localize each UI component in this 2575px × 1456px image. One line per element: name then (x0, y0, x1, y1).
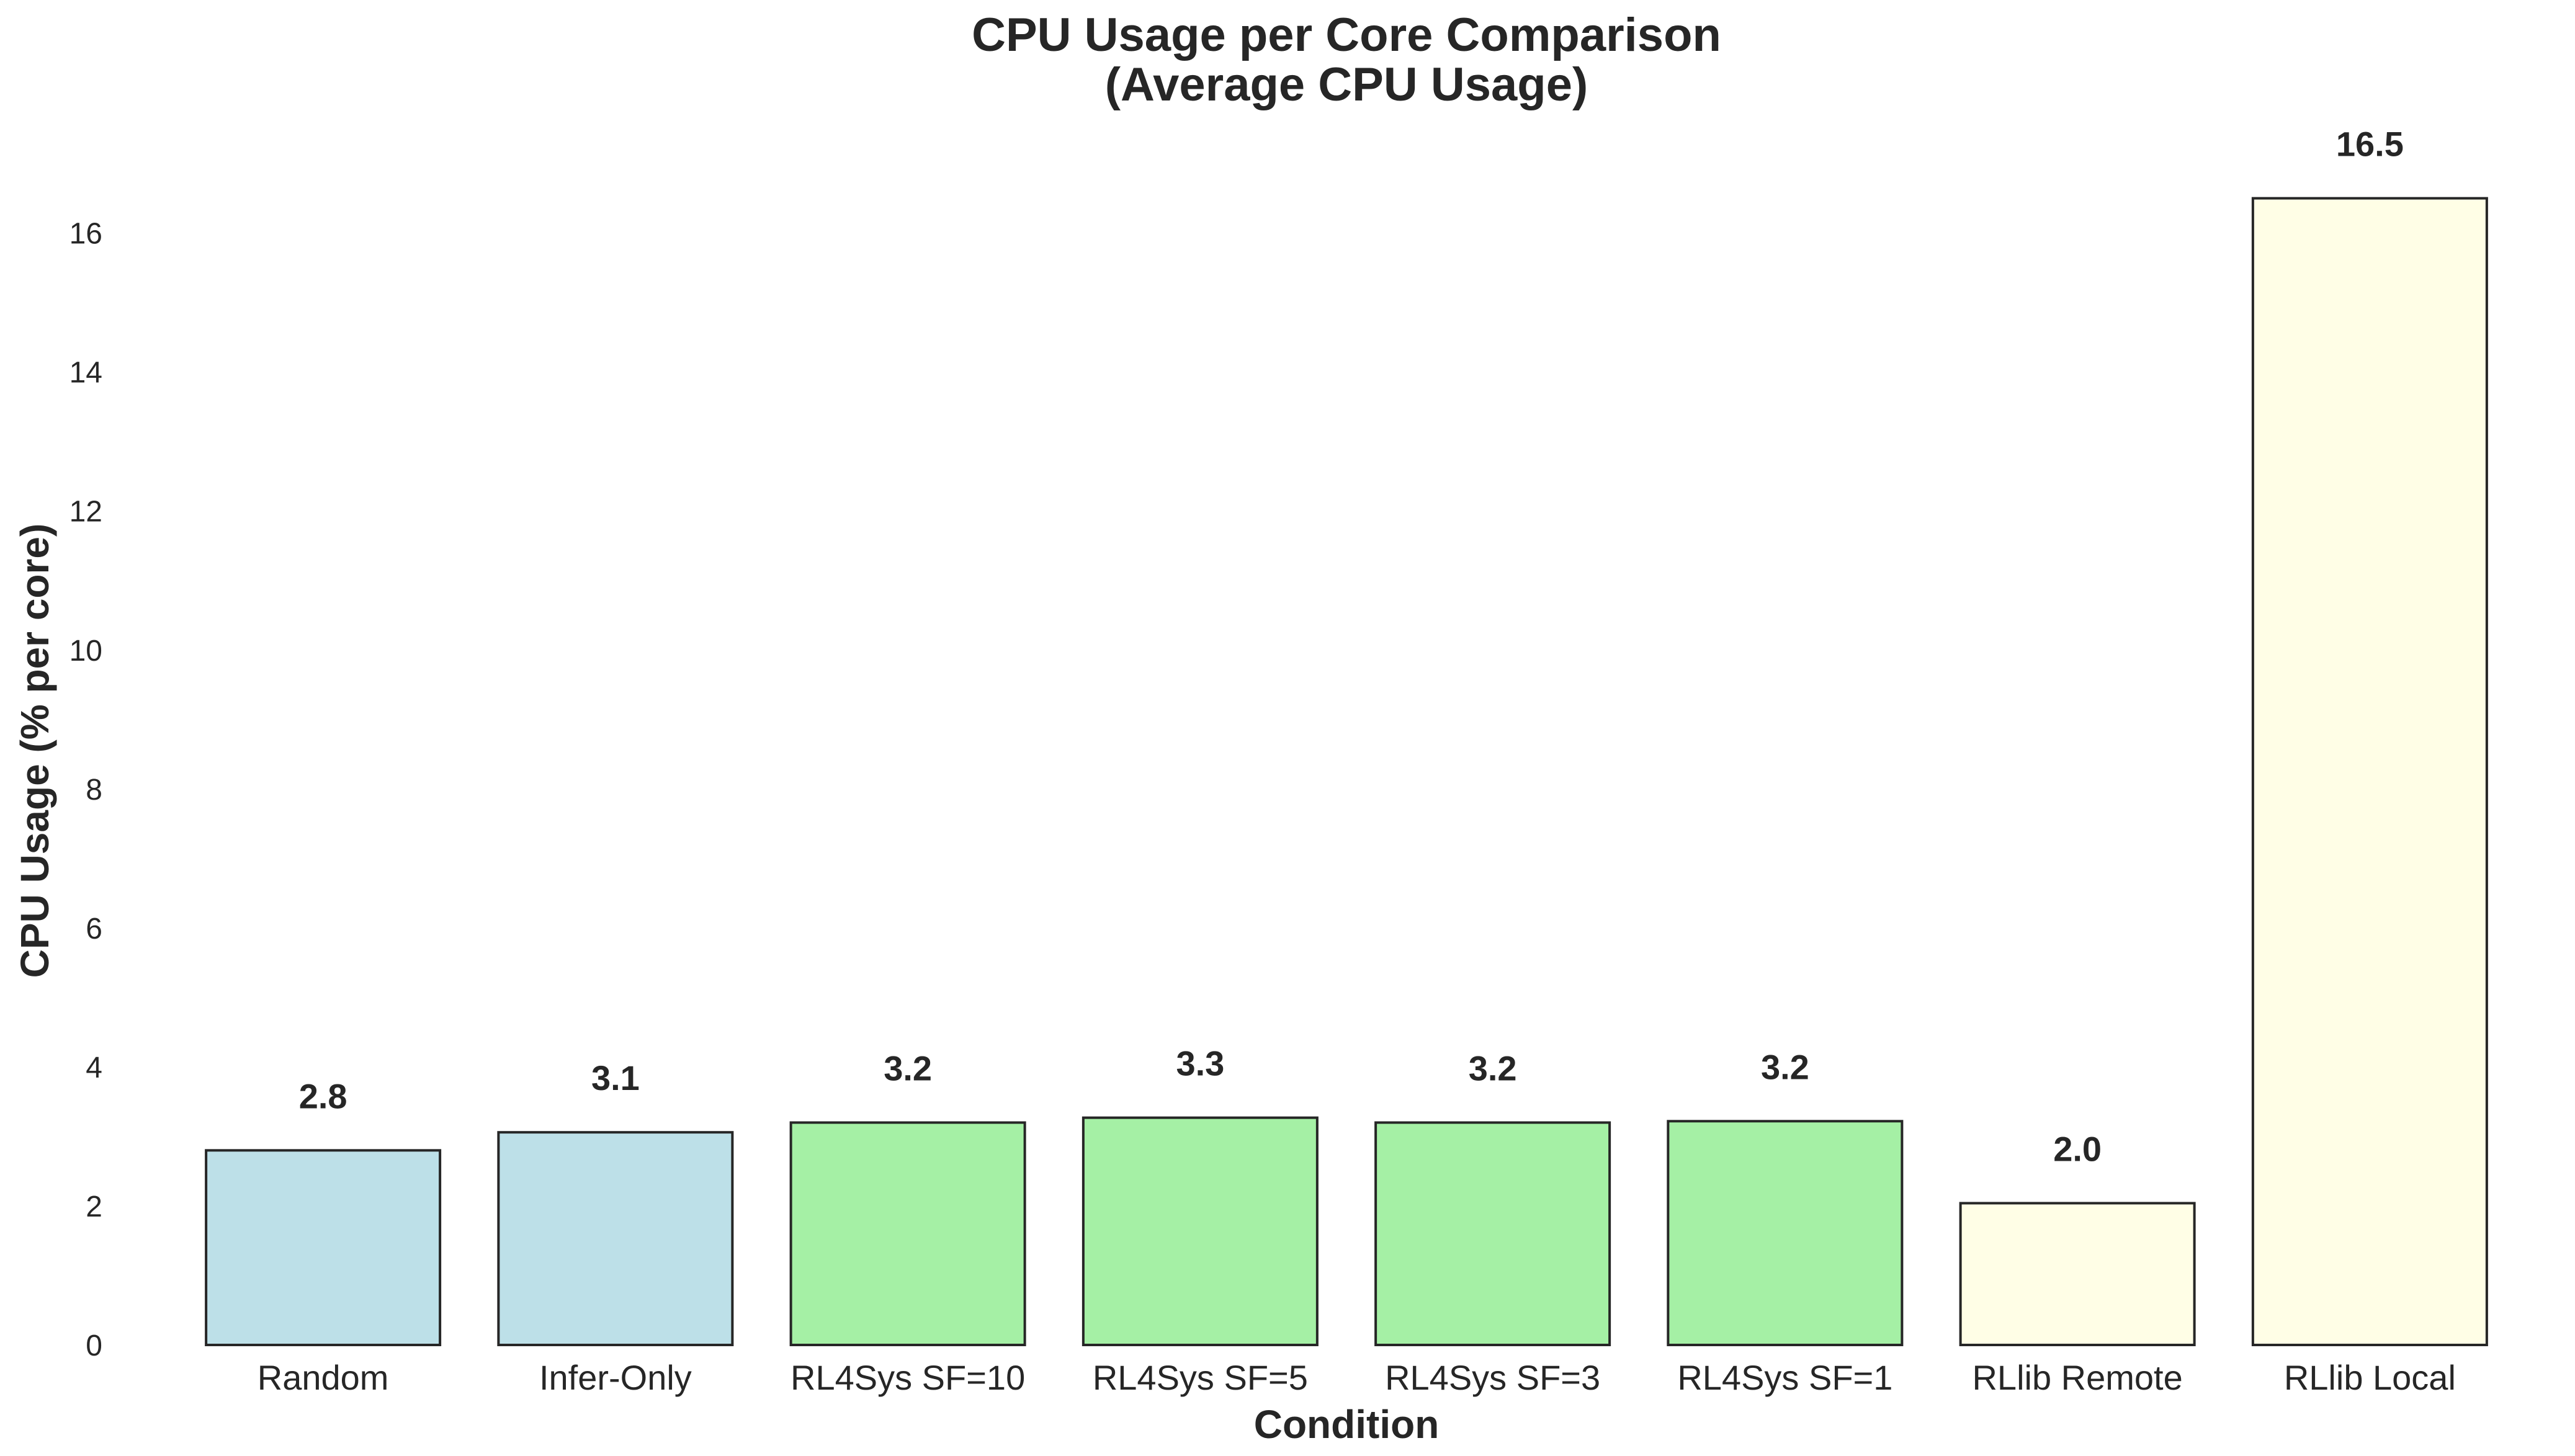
y-axis-label: CPU Usage (% per core) (12, 524, 57, 978)
bar (1959, 1202, 2196, 1346)
data-label: 3.1 (591, 1058, 640, 1097)
y-tick-label: 2 (86, 1190, 102, 1223)
data-label: 3.2 (1761, 1047, 1809, 1086)
data-label: 2.0 (2053, 1129, 2102, 1168)
chart-subtitle: (Average CPU Usage) (1105, 58, 1588, 111)
bar (205, 1149, 442, 1346)
bars (205, 197, 2488, 1347)
y-tick-label: 16 (69, 218, 102, 251)
data-labels: 2.8 3.1 3.2 3.3 3.2 3.2 2.0 16.5 (299, 125, 2404, 1169)
x-tick-label: RLlib Remote (1972, 1358, 2182, 1397)
bar (497, 1131, 734, 1346)
y-tick-label: 14 (69, 357, 102, 390)
data-label: 16.5 (2336, 125, 2404, 164)
bar (2251, 197, 2488, 1346)
y-tick-label: 4 (86, 1052, 102, 1084)
x-axis-label: Condition (1254, 1402, 1440, 1447)
x-tick-label: RLlib Local (2284, 1358, 2456, 1397)
y-tick-label: 8 (86, 774, 102, 806)
y-tick-label: 10 (69, 635, 102, 668)
bar (1374, 1121, 1611, 1346)
data-label: 3.2 (1469, 1049, 1517, 1088)
bar (789, 1121, 1026, 1346)
x-tick-label: RL4Sys SF=5 (1093, 1358, 1308, 1397)
x-tick-label: RL4Sys SF=10 (790, 1358, 1025, 1397)
data-label: 2.8 (299, 1076, 347, 1115)
y-tick-label: 6 (86, 913, 102, 945)
y-axis-ticks: 0 2 4 6 8 10 12 14 16 (69, 218, 102, 1362)
x-tick-label: Infer-Only (539, 1358, 692, 1397)
x-axis-ticks: Random Infer-Only RL4Sys SF=10 RL4Sys SF=5 R… (258, 1358, 2456, 1397)
data-label: 3.3 (1176, 1044, 1224, 1083)
chart-title: CPU Usage per Core Comparison (972, 9, 1721, 61)
x-tick-label: RL4Sys SF=1 (1677, 1358, 1892, 1397)
data-label: 3.2 (884, 1049, 932, 1088)
y-tick-label: 12 (69, 496, 102, 529)
x-tick-label: RL4Sys SF=3 (1385, 1358, 1600, 1397)
x-tick-label: Random (258, 1358, 389, 1397)
bar (1667, 1120, 1904, 1346)
bar (1082, 1116, 1319, 1347)
y-tick-label: 0 (86, 1329, 102, 1362)
